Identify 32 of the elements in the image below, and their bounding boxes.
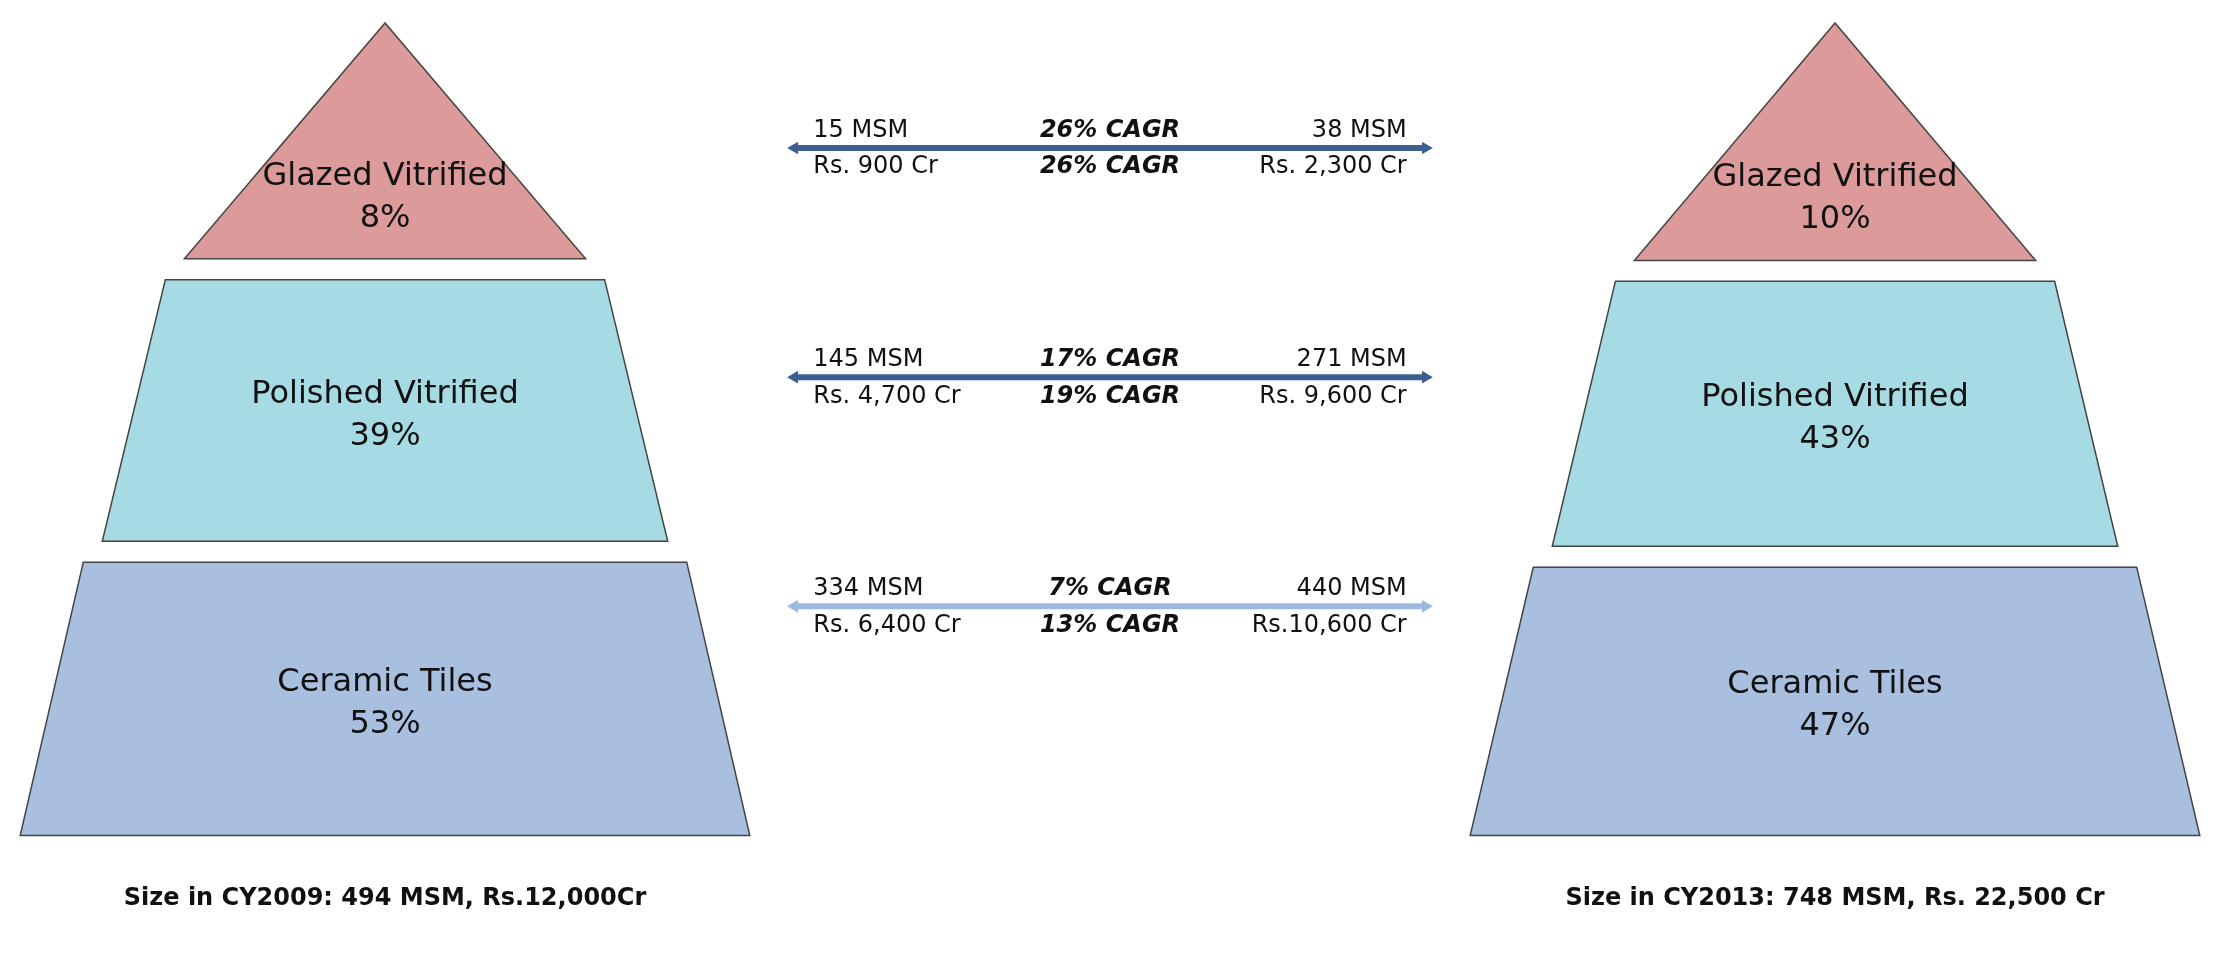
data-label: 53%	[349, 702, 421, 741]
data-label: 39%	[349, 414, 421, 453]
text: 38 MSM	[1311, 114, 1407, 143]
text: 26% CAGR	[1039, 151, 1181, 180]
text: Size in CY2009: 494 MSM, Rs.12,000Cr	[123, 883, 647, 911]
category-label: Glazed Vitrified	[1712, 156, 1958, 194]
category-label: Ceramic Tiles	[277, 660, 493, 699]
category-label: Glazed Vitrified	[262, 154, 508, 193]
text: Rs. 9,600 Cr	[1259, 380, 1407, 409]
category-label: Polished Vitrified	[251, 372, 519, 411]
data-label: 8%	[359, 196, 411, 235]
text: Rs. 900 Cr	[813, 151, 938, 180]
text: 15 MSM	[813, 114, 909, 143]
text: Rs. 2,300 Cr	[1259, 151, 1407, 180]
text: 26% CAGR	[1039, 114, 1181, 143]
text: 7% CAGR	[1048, 573, 1172, 601]
text: 145 MSM	[813, 343, 924, 372]
data-label: 47%	[1799, 705, 1871, 744]
text: 17% CAGR	[1039, 343, 1181, 372]
text: 19% CAGR	[1039, 380, 1181, 409]
category-label: Polished Vitrified	[1701, 375, 1969, 414]
data-label: 43%	[1799, 417, 1871, 456]
text: Rs. 6,400 Cr	[813, 609, 961, 638]
text: Rs.10,600 Cr	[1251, 609, 1407, 638]
text: Rs. 4,700 Cr	[813, 380, 961, 409]
text: 334 MSM	[813, 573, 924, 601]
category-label: Ceramic Tiles	[1727, 663, 1943, 702]
text: 13% CAGR	[1039, 609, 1181, 638]
data-label: 10%	[1799, 198, 1871, 236]
text: 271 MSM	[1296, 343, 1407, 372]
text: Size in CY2013: 748 MSM, Rs. 22,500 Cr	[1565, 883, 2105, 911]
text: 440 MSM	[1296, 573, 1407, 601]
